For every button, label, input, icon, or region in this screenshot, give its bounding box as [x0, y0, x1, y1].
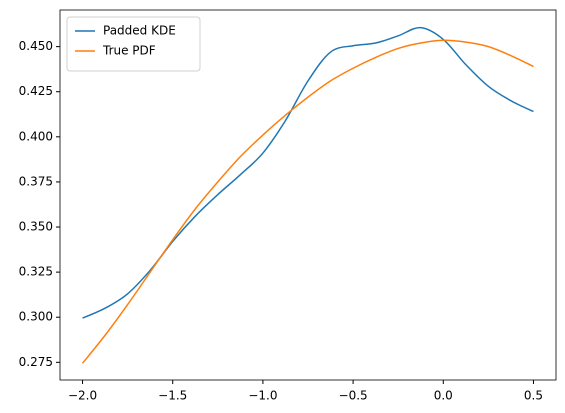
y-tick-label: 0.375 [19, 174, 53, 188]
line [81, 39, 534, 364]
y-tick-label: 0.400 [19, 129, 53, 143]
y-tick-label: 0.450 [19, 39, 53, 53]
legend-box [66, 16, 201, 72]
y-tick-label: 0.300 [19, 310, 53, 324]
x-tick-label: −1.0 [248, 389, 277, 403]
y-tick-label: 0.425 [19, 84, 53, 98]
x-tick-label: −2.0 [68, 389, 97, 403]
x-tick-label: 0.0 [434, 389, 453, 403]
y-tick-label: 0.275 [19, 355, 53, 369]
legend-label: Padded KDE [103, 24, 176, 38]
x-tick-label: −1.5 [158, 389, 187, 403]
x-tick-label: −0.5 [339, 389, 368, 403]
legend-label: True PDF [102, 44, 156, 58]
y-tick-label: 0.325 [19, 265, 53, 279]
plot-frame [59, 9, 557, 381]
y-tick-label: 0.350 [19, 220, 53, 234]
x-tick-label: 0.5 [524, 389, 543, 403]
